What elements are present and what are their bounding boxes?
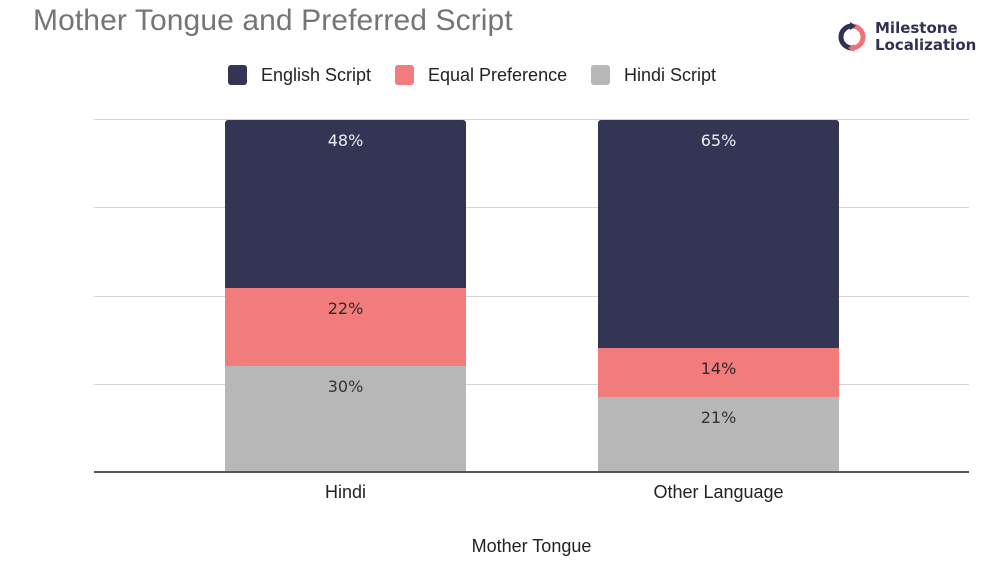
circular-arrows-icon [838, 22, 866, 52]
segment-english-script[interactable]: 48% [225, 120, 466, 289]
x-axis-title: Mother Tongue [471, 536, 592, 556]
bar-hindi[interactable]: 30% 22% 48% [225, 120, 466, 471]
segment-hindi-script[interactable]: 30% [225, 365, 466, 471]
legend-swatch-equal-preference [395, 65, 414, 85]
x-axis-line [94, 471, 969, 473]
bar-other-language[interactable]: 21% 14% 65% [598, 120, 839, 471]
legend-item-hindi-script[interactable]: Hindi Script [591, 64, 716, 86]
legend-swatch-hindi-script [591, 65, 610, 85]
logo-line-2: Localization [875, 36, 977, 54]
segment-equal-preference[interactable]: 22% [225, 288, 466, 366]
chart-legend: English Script Equal Preference Hindi Sc… [0, 64, 1000, 86]
data-label: 65% [700, 131, 737, 151]
logo-line-1: Milestone [875, 19, 958, 37]
segment-english-script[interactable]: 65% [598, 120, 839, 349]
legend-item-equal-preference[interactable]: Equal Preference [395, 64, 567, 86]
data-label: 14% [700, 359, 737, 379]
data-label: 21% [700, 408, 737, 428]
legend-item-english-script[interactable]: English Script [228, 64, 371, 86]
data-label: 22% [327, 299, 364, 319]
legend-label: English Script [261, 64, 372, 85]
legend-label: Equal Preference [428, 64, 568, 85]
data-label: 30% [327, 376, 364, 396]
chart-title: Mother Tongue and Preferred Script [33, 4, 513, 37]
data-label: 48% [327, 131, 364, 151]
x-tick-other-language: Other Language [653, 482, 784, 502]
gridline-100 [94, 119, 969, 120]
legend-swatch-english-script [228, 65, 247, 85]
plot-area: 30% 22% 48% 21% 14% 65% [94, 119, 969, 473]
gridline-75 [94, 207, 969, 208]
legend-label: Hindi Script [624, 64, 717, 85]
logo-wordmark: Milestone Localization [875, 20, 976, 54]
gridline-25 [94, 384, 969, 385]
brand-logo: Milestone Localization [837, 20, 976, 54]
gridline-50 [94, 296, 969, 297]
segment-equal-preference[interactable]: 14% [598, 348, 839, 398]
segment-hindi-script[interactable]: 21% [598, 397, 839, 471]
x-tick-hindi: Hindi [324, 482, 367, 502]
